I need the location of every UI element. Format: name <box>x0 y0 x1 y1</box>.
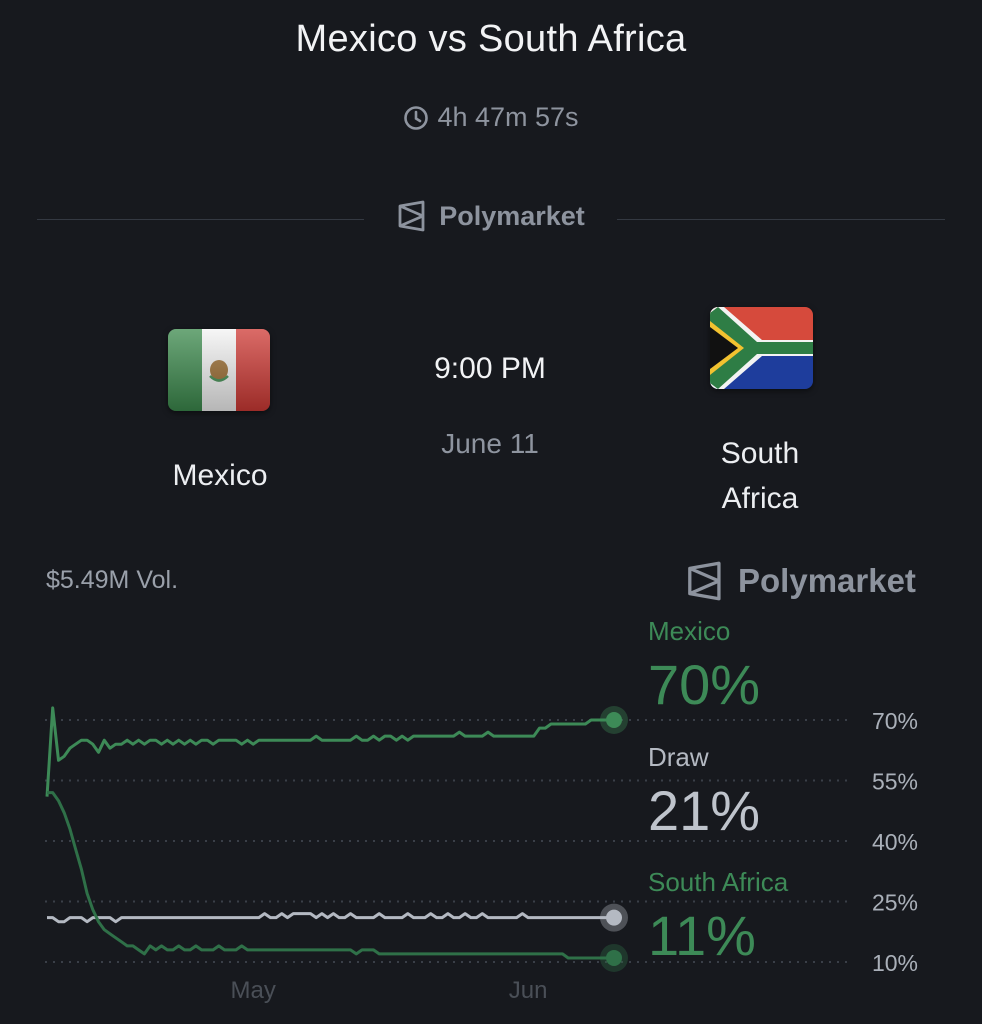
volume-label: $5.49M Vol. <box>46 566 179 594</box>
brand-name: Polymarket <box>439 200 585 231</box>
y-tick-label: 25% <box>872 890 918 916</box>
countdown: 4h 47m 57s <box>0 102 982 133</box>
divider-left <box>37 219 364 220</box>
x-tick-label: May <box>231 977 276 1004</box>
team-south-africa[interactable]: South Africa <box>660 431 860 521</box>
brand-header[interactable]: Polymarket <box>0 200 982 232</box>
team-south-africa-line2: Africa <box>721 482 799 515</box>
legend-mexico-value: 70% <box>648 653 761 716</box>
series-line-mexico <box>45 706 614 797</box>
team-mexico[interactable]: Mexico <box>172 459 268 492</box>
y-tick-label: 10% <box>872 950 918 976</box>
legend-draw-value: 21% <box>648 779 761 842</box>
match-date: June 11 <box>441 428 539 459</box>
end-marker-south-africa <box>606 949 622 966</box>
polymarket-logo-icon <box>688 561 721 601</box>
brand-chart[interactable]: Polymarket <box>686 560 916 602</box>
end-marker-draw <box>606 909 622 926</box>
south-africa-flag-icon <box>710 307 813 389</box>
match-title: Mexico vs South Africa <box>295 18 687 60</box>
y-tick-label: 40% <box>872 829 918 855</box>
y-tick-label: 70% <box>872 708 918 734</box>
brand-chart-name: Polymarket <box>738 562 916 599</box>
end-marker-mexico <box>606 712 622 728</box>
divider-right <box>617 219 945 220</box>
countdown-text: 4h 47m 57s <box>437 102 579 132</box>
mexico-flag-icon <box>168 329 270 411</box>
clock-icon <box>404 105 429 130</box>
legend-south-africa-value: 11% <box>648 904 756 967</box>
legend-mexico-name: Mexico <box>648 616 731 646</box>
match-time: 9:00 PM <box>434 352 546 385</box>
y-tick-label: 55% <box>872 769 918 795</box>
polymarket-logo-icon <box>398 200 425 232</box>
x-tick-label: Jun <box>509 977 548 1004</box>
legend-south-africa-name: South Africa <box>648 867 789 897</box>
series-line-south-africa <box>47 791 614 960</box>
team-south-africa-line1: South <box>720 437 800 470</box>
odds-chart: 70% 55% 40% 25% 10% May Jun <box>45 706 918 1004</box>
series-line-draw <box>47 912 614 924</box>
legend-draw-name: Draw <box>648 742 709 772</box>
